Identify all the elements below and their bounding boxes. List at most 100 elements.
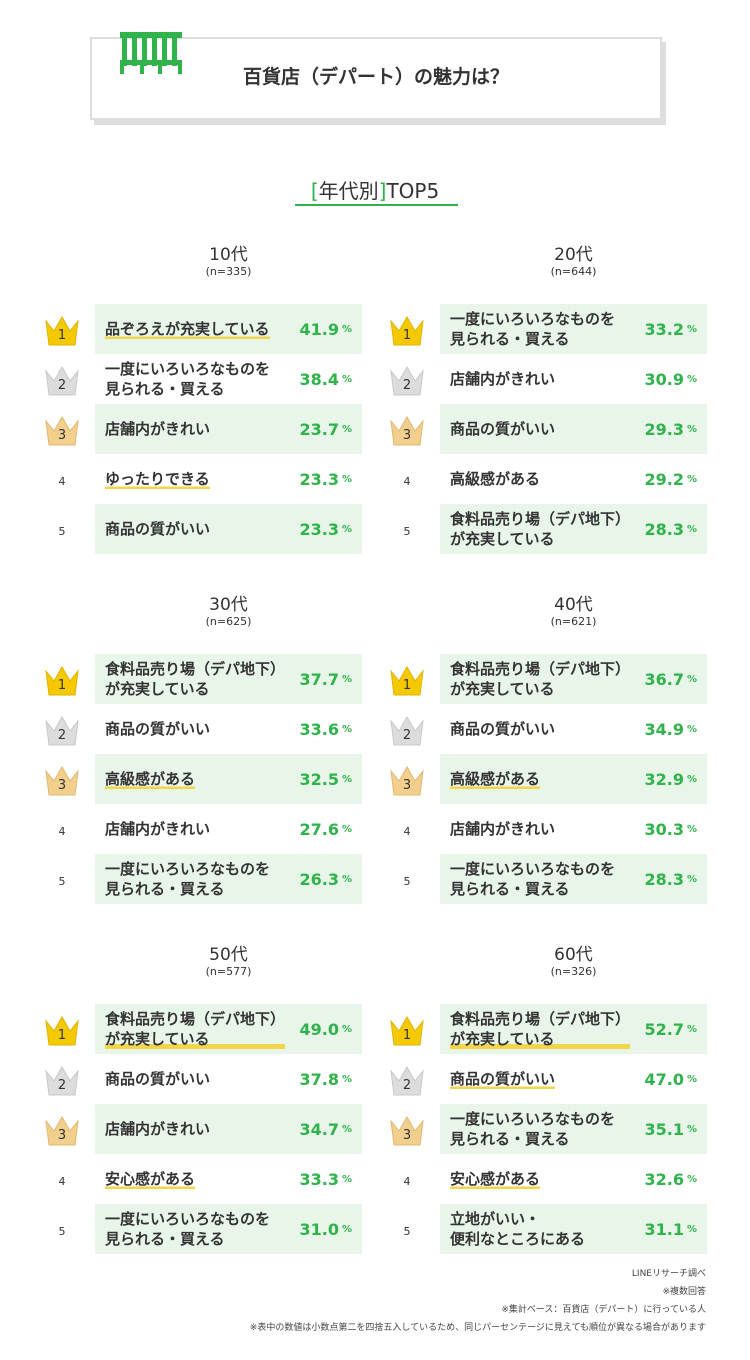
- item-label: 食料品売り場（デパ地下） が充実している: [105, 654, 285, 704]
- unit: %: [341, 1073, 352, 1085]
- item-label: 店舗内がきれい: [450, 354, 555, 404]
- item-label: 高級感がある: [450, 454, 540, 504]
- footnote: LINEリサーチ調べ: [631, 1269, 706, 1279]
- rank-number: 3: [403, 1128, 411, 1143]
- item-label: 商品の質がいい: [450, 1054, 556, 1104]
- item-value: 37.8%: [299, 1054, 352, 1104]
- bracket: [: [310, 179, 319, 203]
- rank-icon: 1: [390, 665, 424, 696]
- value-text: 26.3: [299, 869, 339, 889]
- item-value: 35.1%: [644, 1104, 697, 1154]
- rank-icon: 3: [390, 765, 424, 796]
- rank-icon: 2: [390, 365, 424, 396]
- section-title: [年代別]TOP5: [0, 175, 750, 204]
- rank-number: 1: [58, 328, 66, 343]
- rank-number: 5: [59, 525, 66, 538]
- unit: %: [341, 1223, 352, 1235]
- rank-icon: 5: [404, 525, 411, 538]
- rank-badge: 4: [387, 459, 427, 499]
- group-n: (n=625): [205, 615, 252, 628]
- ranking-row: 高級感がある 32.5%: [95, 754, 362, 804]
- label-text: 一度にいろいろなものを 見られる・買える: [105, 860, 271, 898]
- ranking-row: 店舗内がきれい 27.6%: [95, 804, 362, 854]
- label-text: 商品の質がいい: [450, 420, 556, 438]
- rank-icon: 2: [390, 715, 424, 746]
- ranking-row: 一度にいろいろなものを 見られる・買える 38.4%: [95, 354, 362, 404]
- ranking-row: 商品の質がいい 47.0%: [440, 1054, 707, 1104]
- section-rest: TOP5: [386, 179, 440, 203]
- label-text: 店舗内がきれい: [450, 820, 556, 838]
- rank-number: 4: [404, 1175, 411, 1188]
- unit: %: [341, 423, 352, 435]
- rank-icon: 5: [59, 1225, 66, 1238]
- value-text: 49.0: [299, 1019, 339, 1039]
- value-text: 37.7: [299, 669, 339, 689]
- crown: [390, 1065, 424, 1096]
- unit: %: [686, 673, 697, 685]
- value-text: 38.4: [299, 369, 339, 389]
- rank-number: 4: [59, 825, 66, 838]
- unit: %: [341, 523, 352, 535]
- unit: %: [341, 373, 352, 385]
- value-text: 30.9: [644, 369, 684, 389]
- section-text: 年代別: [318, 179, 379, 203]
- label-text: 店舗内がきれい: [450, 370, 556, 388]
- bracket: ]: [378, 179, 387, 203]
- rank-badge: 3: [387, 759, 427, 799]
- rank-badge: 3: [387, 1109, 427, 1149]
- store-icon: [120, 32, 182, 74]
- item-label: 高級感がある: [450, 754, 541, 804]
- rank-number: 5: [404, 525, 411, 538]
- rank-badge: 5: [387, 1209, 427, 1249]
- rank-number: 1: [403, 678, 411, 693]
- value-text: 28.3: [644, 519, 684, 539]
- label-text: 食料品売り場（デパ地下） が充実している: [105, 660, 286, 698]
- item-label: 商品の質がいい: [450, 704, 555, 754]
- rank-number: 2: [58, 378, 66, 393]
- label-text: 一度にいろいろなものを 見られる・買える: [105, 1210, 271, 1248]
- rank-number: 2: [403, 728, 411, 743]
- ranking-row: 一度にいろいろなものを 見られる・買える 31.0%: [95, 1204, 362, 1254]
- rank-number: 3: [403, 428, 411, 443]
- value-text: 41.9: [299, 319, 339, 339]
- rank-badge: 3: [42, 759, 82, 799]
- item-value: 33.6%: [299, 704, 352, 754]
- ranking-row: 食料品売り場（デパ地下） が充実している 36.7%: [440, 654, 707, 704]
- group-n: (n=644): [550, 265, 597, 278]
- group-title: 50代: [209, 945, 248, 965]
- rank-badge: 5: [387, 509, 427, 549]
- group-title: 60代: [554, 945, 593, 965]
- item-value: 32.5%: [299, 754, 352, 804]
- rank-icon: 2: [390, 1065, 424, 1096]
- item-label: 食料品売り場（デパ地下） が充実している: [450, 1004, 631, 1054]
- crown: [390, 365, 424, 396]
- rank-icon: 1: [45, 1015, 79, 1046]
- rank-number: 1: [58, 678, 66, 693]
- unit: %: [686, 823, 697, 835]
- label-text: 食料品売り場（デパ地下） が充実している: [450, 1009, 631, 1049]
- rank-number: 2: [403, 1078, 411, 1093]
- rank-icon: 2: [45, 1065, 79, 1096]
- label-text: 商品の質がいい: [105, 520, 211, 538]
- ranking-row: 一度にいろいろなものを 見られる・買える 28.3%: [440, 854, 707, 904]
- rank-number: 4: [404, 475, 411, 488]
- rank-icon: 2: [45, 365, 79, 396]
- rank-number: 4: [59, 1175, 66, 1188]
- rank-number: 4: [404, 825, 411, 838]
- item-label: 食料品売り場（デパ地下） が充実している: [105, 1004, 286, 1054]
- item-value: 31.1%: [644, 1204, 697, 1254]
- label-text: 安心感がある: [450, 1169, 541, 1189]
- item-value: 28.3%: [644, 504, 697, 554]
- rank-badge: 5: [42, 1209, 82, 1249]
- rank-badge: 2: [42, 1059, 82, 1099]
- item-label: 安心感がある: [105, 1154, 196, 1204]
- ranking-row: 食料品売り場（デパ地下） が充実している 49.0%: [95, 1004, 362, 1054]
- rank-number: 2: [58, 1078, 66, 1093]
- crown: [390, 665, 424, 696]
- rank-badge: 2: [42, 359, 82, 399]
- unit: %: [341, 473, 352, 485]
- rank-badge: 2: [387, 359, 427, 399]
- item-label: 一度にいろいろなものを 見られる・買える: [105, 354, 270, 404]
- item-value: 34.7%: [299, 1104, 352, 1154]
- rank-badge: 1: [387, 659, 427, 699]
